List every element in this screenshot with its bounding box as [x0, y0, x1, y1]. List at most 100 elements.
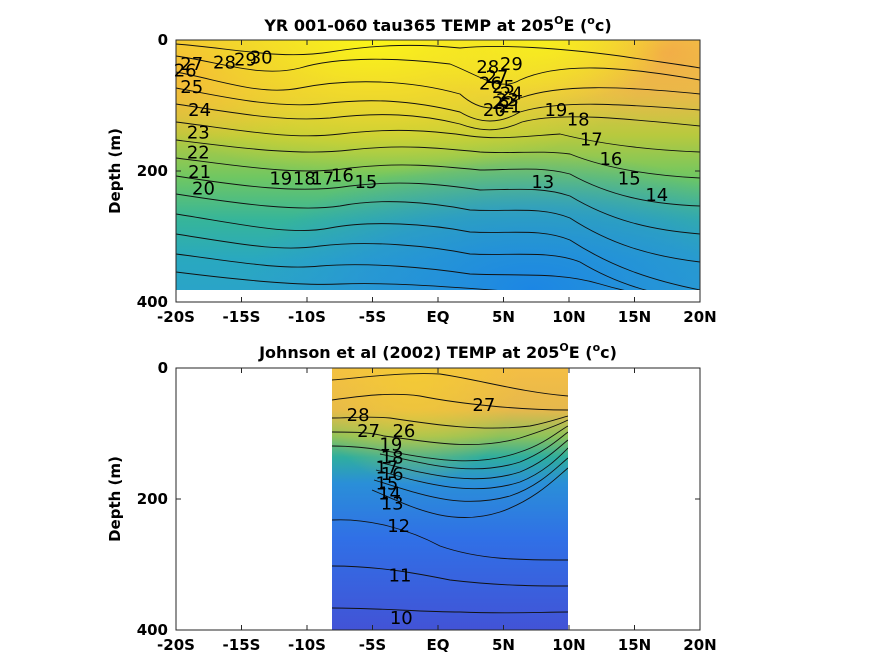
- bottom-title: Johnson et al (2002) TEMP at 205OE (oc): [258, 341, 617, 362]
- contour-label: 16: [331, 165, 354, 186]
- x-tick-label: -10S: [288, 636, 326, 654]
- x-tick-label: 5N: [492, 308, 515, 326]
- top-title: YR 001-060 tau365 TEMP at 205OE (oc): [263, 14, 611, 35]
- bottom-y-axis-label: Depth (m): [106, 456, 124, 542]
- bottom-panel: Johnson et al (2002) TEMP at 205OE (oc) …: [106, 341, 717, 654]
- top-y-axis-label: Depth (m): [106, 128, 124, 214]
- contour-label: 27: [180, 54, 203, 75]
- contour-label: 19: [544, 100, 567, 121]
- isotherm-line: [176, 121, 700, 153]
- x-tick-label: EQ: [427, 308, 450, 326]
- contour-label: 20: [483, 100, 506, 121]
- contour-label: 26: [174, 60, 197, 81]
- top-contour-lines: [176, 43, 700, 290]
- isotherm-line: [176, 175, 700, 235]
- contour-label: 29: [500, 54, 523, 75]
- contour-label: 13: [381, 493, 404, 514]
- x-tick-label: -5S: [359, 308, 386, 326]
- contour-label: 19: [269, 169, 292, 190]
- contour-label: 23: [187, 123, 210, 144]
- isotherm-line: [332, 519, 568, 561]
- contour-label: 13: [531, 172, 554, 193]
- x-tick-label: 15N: [618, 636, 651, 654]
- isotherm-line: [332, 565, 568, 587]
- contour-label: 14: [645, 185, 668, 206]
- x-tick-label: -20S: [157, 308, 195, 326]
- contour-label: 26: [479, 74, 502, 95]
- isotherm-line: [377, 439, 568, 480]
- contour-label: 15: [354, 172, 377, 193]
- contour-label: 18: [567, 110, 590, 131]
- isotherm-line: [176, 271, 498, 290]
- isotherm-line: [176, 71, 700, 109]
- isotherm-line: [176, 253, 625, 290]
- y-tick-label: 0: [158, 31, 168, 49]
- bottom-x-axis: -20S -15S -10S -5S EQ 5N 10N 15N 20N: [157, 368, 717, 654]
- y-tick-label: 400: [137, 621, 168, 639]
- contour-label: 19: [379, 434, 402, 455]
- isotherm-line: [332, 393, 568, 411]
- contour-label: 29: [234, 49, 257, 70]
- contour-label: 16: [599, 149, 622, 170]
- contour-label: 11: [389, 565, 412, 586]
- x-tick-label: 20N: [683, 636, 716, 654]
- x-tick-label: -20S: [157, 636, 195, 654]
- x-tick-label: -15S: [223, 636, 261, 654]
- y-tick-label: 400: [137, 293, 168, 311]
- contour-label: 16: [381, 464, 404, 485]
- isotherm-line: [371, 467, 568, 519]
- isotherm-line: [332, 373, 568, 397]
- contour-label: 22: [492, 93, 515, 114]
- isotherm-line: [332, 607, 568, 614]
- x-tick-label: -15S: [223, 308, 261, 326]
- contour-label: 27: [472, 395, 495, 416]
- contour-label: 21: [188, 162, 211, 183]
- contour-label: 30: [250, 47, 273, 68]
- contour-label: 24: [188, 100, 211, 121]
- x-tick-label: -10S: [288, 308, 326, 326]
- y-tick-label: 200: [137, 162, 168, 180]
- isotherm-line: [176, 139, 700, 179]
- x-tick-label: -5S: [359, 636, 386, 654]
- isotherm-line: [332, 419, 568, 446]
- top-x-axis: -20S -15S -10S -5S EQ 5N 10N 15N 20N: [157, 40, 717, 326]
- top-y-axis: 0 200 400: [137, 31, 700, 311]
- contour-label: 12: [387, 516, 410, 537]
- x-tick-label: 10N: [552, 636, 585, 654]
- contour-label: 18: [293, 169, 316, 190]
- contour-label: 24: [500, 83, 523, 104]
- isotherm-line: [176, 103, 700, 131]
- top-temperature-field: [176, 40, 700, 290]
- isotherm-line: [379, 431, 568, 470]
- contour-label: 26: [392, 421, 415, 442]
- contour-label: 14: [378, 483, 401, 504]
- isotherm-line: [176, 233, 648, 290]
- isotherm-line: [373, 457, 568, 502]
- contour-label: 15: [618, 169, 641, 190]
- contour-label: 15: [375, 474, 398, 495]
- x-tick-label: 20N: [683, 308, 716, 326]
- contour-label: 17: [311, 169, 334, 190]
- isotherm-line: [332, 415, 568, 429]
- contour-label: 10: [390, 608, 413, 629]
- contour-label: 25: [180, 77, 203, 98]
- isotherm-line: [176, 213, 700, 290]
- contour-label: 21: [499, 97, 522, 118]
- isotherm-line: [176, 43, 700, 69]
- isotherm-line: [176, 55, 700, 85]
- contour-label: 27: [357, 421, 380, 442]
- x-tick-label: 10N: [552, 308, 585, 326]
- contour-label: 28: [213, 53, 236, 74]
- contour-label: 18: [381, 447, 404, 468]
- isotherm-line: [176, 87, 700, 122]
- x-tick-label: EQ: [427, 636, 450, 654]
- isotherm-line: [176, 157, 700, 207]
- x-tick-label: 5N: [492, 636, 515, 654]
- y-tick-label: 0: [158, 359, 168, 377]
- contour-label: 23: [496, 90, 519, 111]
- contour-label: 20: [192, 178, 215, 199]
- contour-label: 27: [485, 67, 508, 88]
- isotherm-line: [332, 425, 568, 462]
